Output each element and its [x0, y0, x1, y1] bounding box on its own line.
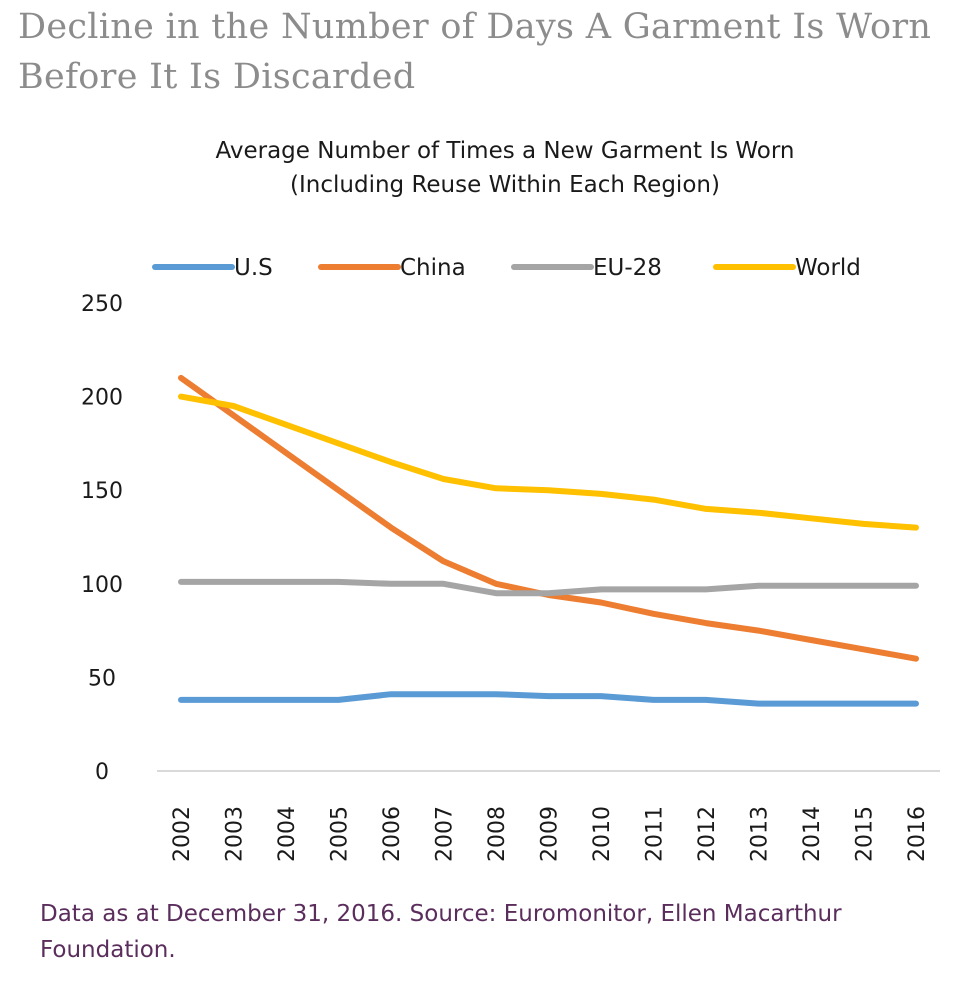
legend-label: China	[400, 255, 466, 281]
page-title-line-2: Before It Is Discarded	[18, 57, 416, 97]
chart-title: Average Number of Times a New Garment Is…	[215, 138, 794, 198]
x-tick-label: 2004	[275, 806, 300, 862]
x-tick-label: 2013	[748, 806, 773, 862]
page-title: Decline in the Number of Days A Garment …	[18, 2, 938, 102]
x-axis: 2002 2003 2004 2005 2006 2007 2008 2009 2010 2011…	[170, 806, 930, 862]
line-chart: Average Number of Times a New Garment Is…	[81, 138, 940, 862]
footnote-line-2: Foundation.	[40, 937, 176, 963]
legend-label: U.S	[234, 255, 273, 281]
x-tick-label: 2010	[590, 806, 615, 862]
x-tick-label: 2016	[905, 806, 930, 862]
y-tick-label: 250	[81, 292, 123, 317]
y-tick-label: 100	[81, 573, 123, 598]
x-tick-label: 2006	[380, 806, 405, 862]
x-tick-label: 2002	[170, 806, 195, 862]
chart-legend: U.S China EU-28 World	[152, 255, 861, 281]
x-tick-label: 2011	[643, 806, 668, 862]
y-tick-label: 0	[95, 760, 109, 785]
series-line	[178, 578, 919, 597]
series-lines	[178, 374, 919, 707]
x-tick-label: 2014	[800, 806, 825, 862]
x-tick-label: 2012	[695, 806, 720, 862]
x-tick-label: 2015	[853, 806, 878, 862]
chart-title-line-2: (Including Reuse Within Each Region)	[290, 172, 720, 198]
chart-title-line-1: Average Number of Times a New Garment Is…	[215, 138, 794, 164]
y-tick-label: 150	[81, 479, 123, 504]
y-axis: 0 50 100 150 200 250	[81, 292, 123, 785]
series-line	[178, 691, 919, 707]
x-tick-label: 2007	[433, 806, 458, 862]
x-tick-label: 2009	[538, 806, 563, 862]
series-line	[178, 393, 919, 531]
x-tick-label: 2003	[223, 806, 248, 862]
x-tick-label: 2005	[328, 806, 353, 862]
x-tick-label: 2008	[485, 806, 510, 862]
y-tick-label: 50	[88, 666, 116, 691]
source-footnote: Data as at December 31, 2016. Source: Eu…	[40, 896, 940, 968]
footnote-line-1: Data as at December 31, 2016. Source: Eu…	[40, 901, 842, 927]
y-tick-label: 200	[81, 386, 123, 411]
page-title-line-1: Decline in the Number of Days A Garment …	[18, 7, 932, 47]
legend-label: World	[795, 255, 861, 281]
legend-label: EU-28	[593, 255, 662, 281]
